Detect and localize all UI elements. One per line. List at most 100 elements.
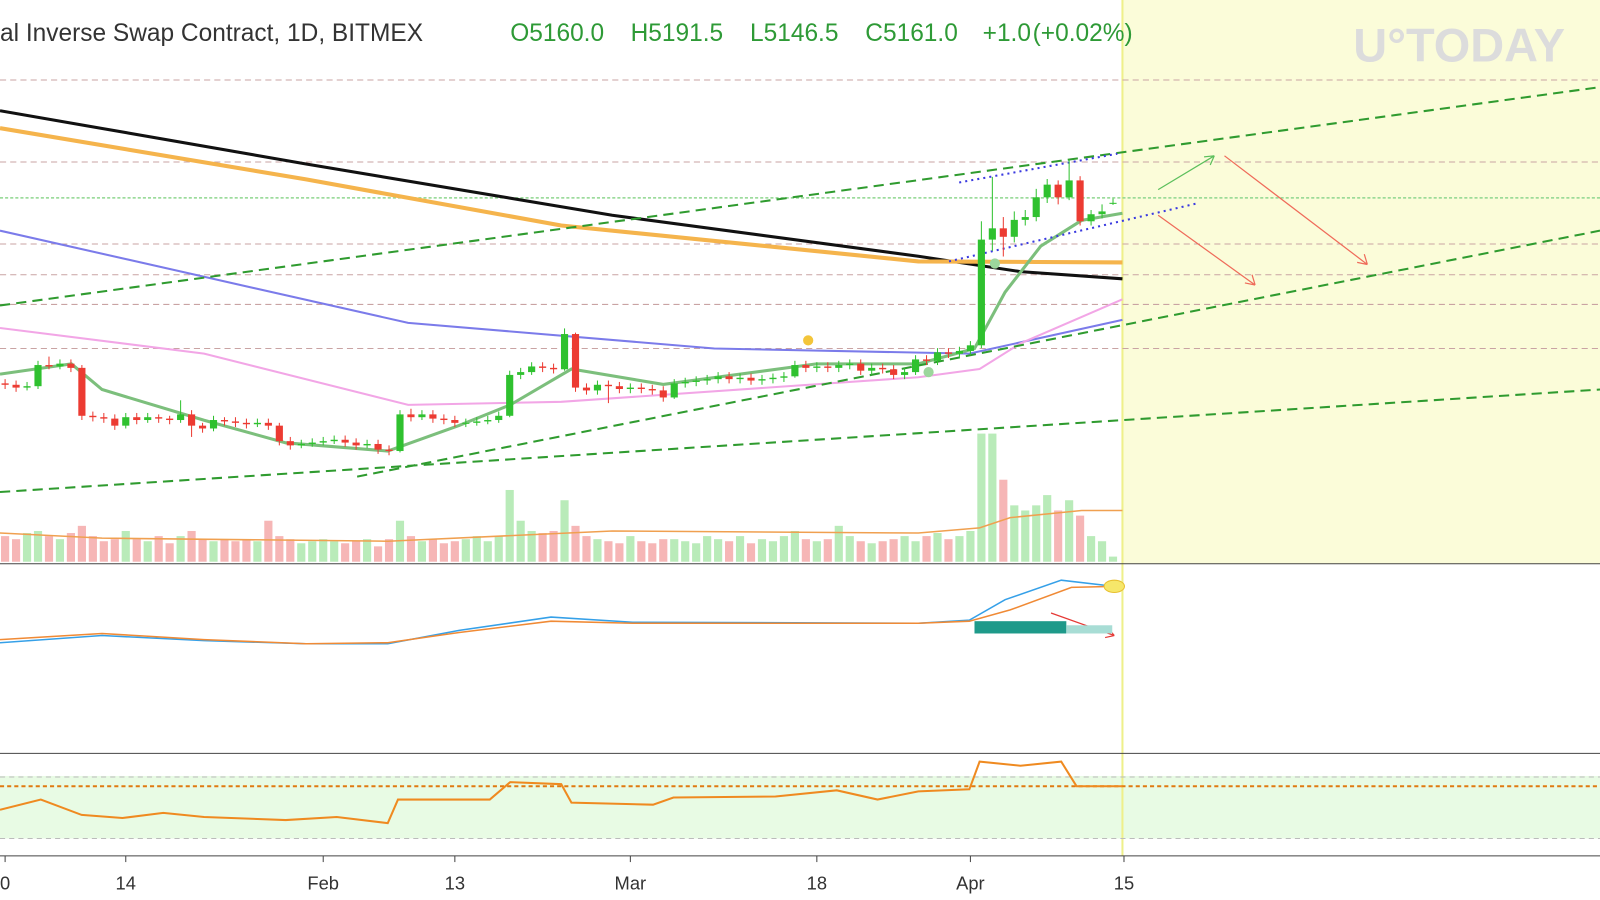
ohlc-close: C5161.0	[865, 20, 958, 47]
signal-dot	[803, 335, 814, 346]
candle-body	[308, 442, 316, 444]
candle-body	[637, 387, 645, 390]
volume-bar	[308, 541, 317, 562]
candle-body	[495, 415, 503, 421]
candle-body	[824, 366, 832, 368]
candle-body	[473, 421, 481, 423]
candle-body	[681, 381, 689, 384]
volume-bar	[428, 539, 437, 562]
candle-body	[396, 414, 404, 452]
x-tick-label: Feb	[307, 873, 339, 894]
candle-body	[341, 439, 349, 443]
candle-body	[78, 367, 86, 416]
candle-body	[813, 366, 821, 368]
volume-bar	[911, 541, 920, 562]
volume-bar	[472, 536, 481, 562]
volume-bar	[242, 539, 251, 562]
rsi-line	[0, 760, 1123, 825]
candle-body	[275, 425, 283, 442]
candle-body	[198, 425, 207, 429]
price-change-pct: (+0.02%)	[1033, 20, 1133, 47]
volume-bar	[944, 539, 953, 562]
volume-bar	[363, 539, 372, 562]
candle-body	[56, 363, 64, 367]
x-tick-label: 15	[1114, 873, 1134, 894]
candle-body	[133, 417, 141, 421]
candle-body	[188, 414, 196, 426]
volume-bar	[571, 525, 580, 562]
candle-body	[352, 442, 360, 446]
candle-body	[440, 418, 448, 421]
volume-bar	[22, 533, 32, 562]
volume-bar	[670, 539, 679, 562]
candle-body	[209, 420, 218, 429]
volume-bar	[154, 536, 163, 562]
signal-dot	[923, 366, 934, 378]
volume-bar	[703, 536, 712, 562]
ohlc-high: H5191.5	[631, 20, 724, 47]
channel-lines	[948, 152, 1200, 263]
volume-bar	[165, 543, 174, 562]
candle-body	[1065, 180, 1073, 198]
volume-bar	[176, 536, 185, 562]
level-lines	[0, 79, 1600, 350]
candle-body	[999, 228, 1007, 237]
volume-bar	[1097, 541, 1107, 562]
candle-body	[286, 441, 294, 446]
header: al Inverse Swap Contract, 1D, BITMEX O51…	[0, 20, 1133, 47]
volume-bar	[637, 541, 646, 562]
volume-bar	[1054, 510, 1063, 562]
candle-body	[462, 422, 470, 424]
candle-body	[670, 383, 678, 398]
volume-bar	[11, 539, 21, 562]
volume-bar	[659, 539, 668, 562]
arrow	[1224, 155, 1368, 266]
candle-body	[242, 422, 250, 425]
candle-body	[571, 334, 580, 388]
background	[0, 0, 1600, 857]
candle-body	[890, 369, 898, 375]
volume-bar	[988, 433, 997, 562]
candle-body	[846, 363, 854, 366]
volume-bar	[373, 546, 383, 562]
candle-body	[253, 422, 261, 425]
candle-body	[330, 439, 338, 442]
volume-bar	[538, 533, 547, 562]
candle-body	[528, 366, 536, 373]
candles-layer	[1, 159, 1117, 456]
candle-body	[626, 387, 634, 390]
volume-bar	[450, 541, 459, 562]
candle-body	[220, 420, 229, 422]
candle-body	[747, 377, 755, 381]
candle-body	[1076, 180, 1084, 222]
arrow	[1157, 155, 1215, 191]
candle-body	[582, 387, 591, 391]
macd-bars	[1066, 625, 1113, 634]
volume-bar	[768, 541, 778, 562]
trend-line	[0, 86, 1600, 307]
volume-bar	[231, 541, 240, 562]
candle-body	[703, 379, 711, 381]
candle-body	[429, 414, 437, 419]
volume-bar	[494, 536, 503, 562]
candle-body	[34, 365, 42, 387]
volume-bar	[132, 539, 141, 562]
volume-bar	[692, 543, 701, 562]
volume-bar	[198, 539, 207, 562]
forecast-area	[1122, 0, 1600, 564]
candle-body	[363, 443, 371, 446]
macd-bars	[974, 621, 1067, 634]
volume-bar	[1, 536, 10, 562]
candle-body	[451, 420, 459, 423]
volume-bar	[714, 539, 723, 562]
volume-bar	[681, 541, 690, 562]
volume-bar	[1076, 515, 1085, 562]
volume-bar	[1065, 500, 1074, 562]
volume-bar	[604, 541, 613, 562]
candle-body	[539, 366, 547, 368]
macd-histogram	[974, 621, 1113, 634]
volume-bar	[341, 543, 350, 562]
ma-line	[0, 211, 1123, 453]
candle-body	[407, 414, 415, 418]
